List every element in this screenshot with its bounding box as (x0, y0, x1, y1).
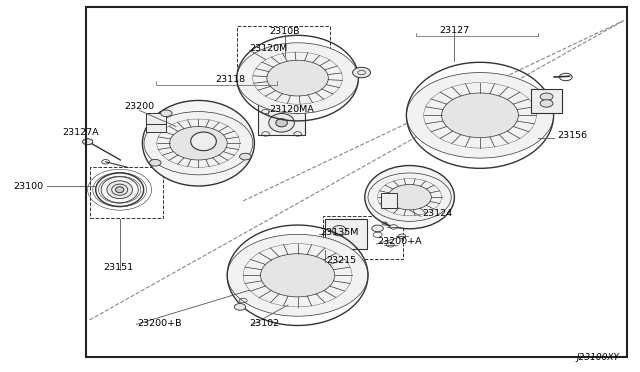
Circle shape (398, 234, 406, 238)
Text: 23127: 23127 (439, 26, 470, 35)
Text: 23200+B: 23200+B (138, 319, 182, 328)
Text: 23100: 23100 (13, 182, 44, 190)
Ellipse shape (170, 126, 227, 160)
Ellipse shape (267, 60, 328, 96)
Bar (146, 124, 166, 132)
Ellipse shape (332, 225, 346, 236)
Text: J23100XY: J23100XY (577, 353, 620, 362)
Ellipse shape (144, 112, 253, 175)
Text: 23200: 23200 (124, 102, 155, 110)
Bar (381, 193, 397, 208)
Bar (531, 89, 562, 113)
Circle shape (387, 243, 394, 247)
Text: 23200+A: 23200+A (378, 237, 422, 246)
Text: 23127A: 23127A (63, 128, 99, 137)
Text: 23118: 23118 (215, 76, 246, 84)
Ellipse shape (365, 166, 454, 229)
Ellipse shape (442, 93, 518, 138)
Ellipse shape (237, 43, 358, 113)
Ellipse shape (107, 181, 132, 199)
Text: 23120M: 23120M (250, 44, 288, 53)
Bar (325, 219, 367, 249)
Text: 2310B: 2310B (269, 27, 300, 36)
Circle shape (149, 159, 161, 166)
Circle shape (161, 110, 172, 117)
Ellipse shape (260, 254, 335, 297)
Text: 23135M: 23135M (320, 228, 358, 237)
Circle shape (390, 225, 397, 229)
Ellipse shape (191, 132, 216, 151)
Ellipse shape (143, 100, 255, 186)
Bar (323, 216, 403, 259)
Ellipse shape (96, 173, 144, 206)
Circle shape (540, 100, 553, 107)
Bar (90, 167, 163, 218)
Text: 23151: 23151 (103, 263, 134, 272)
Bar (146, 113, 166, 124)
Circle shape (353, 67, 371, 78)
Circle shape (372, 225, 383, 232)
Bar (237, 26, 330, 86)
Bar (86, 7, 627, 357)
Text: 23156: 23156 (557, 131, 587, 140)
Text: 23215: 23215 (326, 256, 356, 265)
Circle shape (83, 139, 93, 145)
Ellipse shape (388, 185, 431, 210)
Text: 23124: 23124 (422, 209, 452, 218)
Text: 23120MA: 23120MA (269, 105, 314, 114)
Ellipse shape (116, 187, 124, 193)
Circle shape (540, 93, 553, 100)
Ellipse shape (269, 113, 294, 132)
Ellipse shape (276, 119, 287, 127)
Ellipse shape (406, 73, 554, 158)
Ellipse shape (227, 234, 368, 316)
Circle shape (234, 304, 246, 310)
Bar (258, 101, 305, 135)
Ellipse shape (368, 173, 451, 221)
Text: 23102: 23102 (250, 319, 280, 328)
Circle shape (239, 153, 251, 160)
